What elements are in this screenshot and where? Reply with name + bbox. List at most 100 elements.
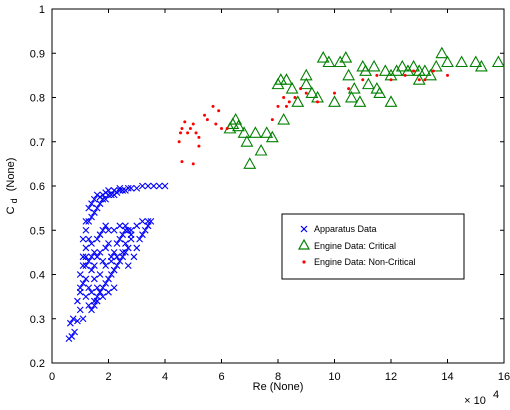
y-tick-label: 0.8 xyxy=(30,93,45,105)
x-tick-label: 16 xyxy=(498,371,510,383)
data-point-x xyxy=(133,244,141,252)
data-point-x xyxy=(144,222,152,230)
data-point-x xyxy=(82,262,90,270)
data-point-dot xyxy=(287,100,291,104)
data-point-x xyxy=(124,226,132,234)
data-point-x xyxy=(90,275,98,283)
data-point-dot xyxy=(412,69,416,73)
data-point-dot xyxy=(220,126,223,130)
data-point-triangle xyxy=(345,90,358,103)
data-point-x xyxy=(124,244,132,252)
data-point-triangle xyxy=(412,73,426,85)
series-layer xyxy=(65,46,505,343)
data-point-x xyxy=(105,288,112,296)
data-point-triangle xyxy=(435,46,449,59)
data-point-dot xyxy=(389,78,393,82)
data-point-triangle xyxy=(328,95,341,107)
data-point-x xyxy=(150,182,158,190)
data-point-x xyxy=(90,248,98,256)
data-point-triangle xyxy=(418,64,432,76)
x-tick-labels: 0 2 4 6 8 10 12 14 16 xyxy=(49,371,510,383)
data-point-x xyxy=(88,240,95,247)
data-point-x xyxy=(113,253,121,261)
legend-label-critical: Engine Data: Critical xyxy=(314,241,396,251)
x-tick-label: 14 xyxy=(441,371,453,383)
data-point-x xyxy=(99,226,107,234)
data-point-x xyxy=(90,209,98,216)
data-point-triangle xyxy=(455,55,469,68)
data-point-x xyxy=(116,184,124,192)
data-point-dot xyxy=(217,109,221,113)
legend-item-critical: Engine Data: Critical xyxy=(297,238,396,251)
data-point-x xyxy=(119,231,127,239)
data-point-triangle xyxy=(243,157,257,169)
data-point-dot xyxy=(191,162,195,166)
data-point-x xyxy=(88,266,95,274)
x-tick-label: 6 xyxy=(218,371,224,383)
data-point-x xyxy=(99,257,107,265)
data-point-triangle xyxy=(260,126,274,138)
data-point-triangle xyxy=(240,135,254,147)
data-point-triangle xyxy=(424,68,437,81)
y-axis-label-unit: (None) xyxy=(5,158,17,192)
data-point-dot xyxy=(194,131,198,135)
data-point-x xyxy=(139,218,146,225)
data-point-triangle xyxy=(378,64,392,76)
x-multiplier-base: × 10 xyxy=(464,395,486,407)
data-point-x xyxy=(133,184,141,192)
data-point-triangle xyxy=(339,51,353,63)
data-point-x xyxy=(96,200,104,208)
data-point-x xyxy=(74,317,81,325)
data-point-dot xyxy=(347,87,351,91)
x-multiplier: × 10 4 xyxy=(464,389,499,407)
y-tick-label: 1 xyxy=(39,4,45,16)
data-point-dot xyxy=(282,96,286,99)
y-tick-label: 0.3 xyxy=(30,314,45,326)
data-point-x xyxy=(79,253,87,261)
x-tick-label: 12 xyxy=(385,371,397,383)
data-point-x xyxy=(93,297,101,305)
y-axis-label-main: C xyxy=(5,206,17,214)
data-point-x xyxy=(119,248,127,256)
data-point-x xyxy=(88,306,95,314)
data-point-x xyxy=(85,218,93,225)
data-point-x xyxy=(130,253,138,261)
data-point-x xyxy=(69,315,77,323)
data-point-triangle xyxy=(384,95,398,107)
legend-label-apparatus: Apparatus Data xyxy=(314,224,377,234)
data-point-x xyxy=(139,182,146,190)
data-point-triangle xyxy=(316,51,330,63)
data-point-triangle xyxy=(232,119,245,132)
data-point-x xyxy=(82,253,90,261)
data-point-triangle xyxy=(429,59,443,72)
data-point-x xyxy=(107,271,115,278)
data-point-dot xyxy=(304,91,308,95)
data-point-x xyxy=(74,297,81,305)
data-point-x xyxy=(76,306,84,314)
legend-box xyxy=(281,213,465,280)
data-point-x xyxy=(102,262,110,270)
data-point-triangle xyxy=(299,68,313,81)
data-point-triangle xyxy=(367,59,381,72)
data-point-x xyxy=(82,226,90,234)
x-tick-label: 0 xyxy=(49,371,55,383)
legend-item-apparatus: Apparatus Data xyxy=(300,224,377,234)
data-point-x xyxy=(96,288,104,296)
data-point-x xyxy=(122,248,129,256)
data-point-dot xyxy=(197,144,201,148)
data-point-x xyxy=(116,257,124,265)
data-point-x xyxy=(66,319,74,327)
data-point-x xyxy=(85,235,93,243)
data-point-x xyxy=(105,187,112,194)
data-point-triangle xyxy=(237,126,251,138)
data-point-triangle xyxy=(285,82,299,94)
data-point-triangle xyxy=(491,55,505,68)
data-point-x xyxy=(107,257,115,265)
data-point-dot xyxy=(205,118,209,122)
data-point-x xyxy=(79,315,87,323)
data-point-x xyxy=(88,200,95,208)
data-point-dot xyxy=(284,104,288,108)
plot-area xyxy=(51,8,505,364)
data-point-x xyxy=(102,222,110,230)
